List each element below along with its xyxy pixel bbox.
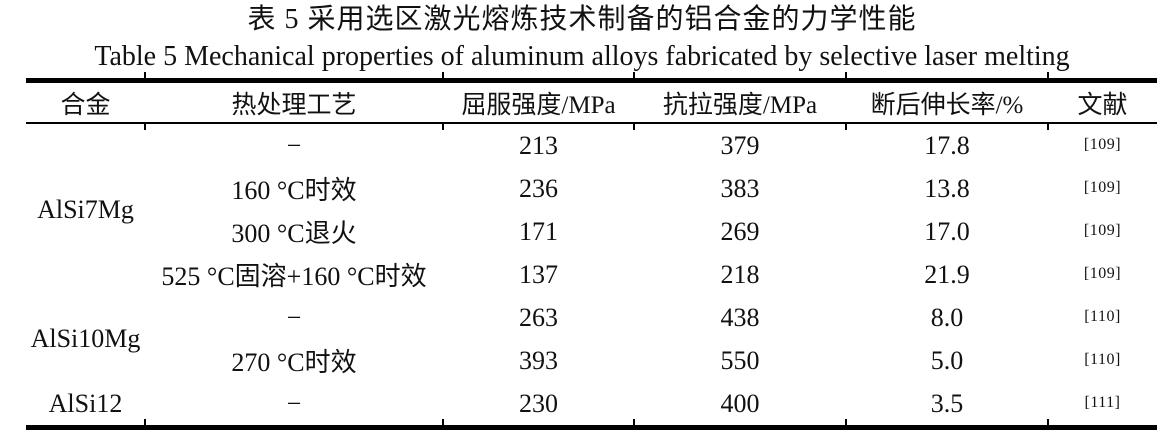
treatment-cell: 300 °C退火 <box>231 219 357 248</box>
tensile-strength-cell: 550 <box>720 345 760 375</box>
yield-strength-cell: 263 <box>519 302 558 332</box>
yield-strength-cell: 393 <box>519 345 558 375</box>
rule-tick <box>845 419 847 425</box>
rule-tick <box>1047 419 1049 425</box>
table-row: AlSi7Mg − 213 379 17.8 [109] <box>26 123 1157 225</box>
table-row: 300 °C退火 171 269 17.0 [109] <box>26 210 1157 253</box>
rule-tick <box>845 124 847 130</box>
treatment-cell: 525 °C固溶+160 °C时效 <box>161 262 427 291</box>
table-row: 160 °C时效 236 383 13.8 [109] <box>26 167 1157 210</box>
col-header-tensile-strength: 抗拉强度/MPa <box>634 80 846 124</box>
yield-strength-cell: 137 <box>519 259 558 289</box>
elongation-cell: 13.8 <box>924 173 970 203</box>
rule-tick <box>442 72 444 78</box>
citation-label: [110] <box>1084 350 1121 368</box>
treatment-cell: − <box>286 130 302 160</box>
elongation-cell: 3.5 <box>930 388 964 418</box>
mechanical-properties-table: 合金 热处理工艺 屈服强度/MPa 抗拉强度/MPa 断后伸长率/% 文献 Al… <box>26 78 1157 430</box>
rule-tick <box>144 419 146 425</box>
alloy-name: AlSi12 <box>48 388 123 418</box>
rule-tick <box>845 72 847 78</box>
rule-tick <box>144 72 146 78</box>
elongation-cell: 17.8 <box>924 130 970 160</box>
citation-label: [109] <box>1083 178 1122 196</box>
col-header-yield-strength: 屈服强度/MPa <box>443 80 634 124</box>
yield-strength-cell: 171 <box>519 216 558 246</box>
table-row: 525 °C固溶+160 °C时效 137 218 21.9 [109] <box>26 253 1157 296</box>
rule-tick <box>1047 72 1049 78</box>
treatment-cell: 160 °C时效 <box>231 176 357 205</box>
citation-label: [109] <box>1083 221 1122 239</box>
rule-tick <box>633 419 635 425</box>
reference-cell: [109] <box>1048 123 1157 167</box>
citation-label: [109] <box>1083 264 1122 282</box>
tensile-strength-cell: 269 <box>720 216 760 246</box>
citation-label: [110] <box>1084 307 1121 325</box>
yield-strength-cell: 236 <box>519 173 558 203</box>
tensile-strength-cell: 400 <box>720 388 760 418</box>
tensile-strength-cell: 383 <box>720 173 760 203</box>
treatment-cell: − <box>286 302 302 332</box>
col-header-alloy: 合金 <box>26 80 145 124</box>
col-header-reference: 文献 <box>1048 80 1157 124</box>
citation-label: [111] <box>1084 393 1121 411</box>
treatment-cell: − <box>286 388 302 418</box>
table-row: 270 °C时效 393 550 5.0 [110] <box>26 339 1157 382</box>
rule-tick <box>144 124 146 130</box>
table-caption-en: Table 5 Mechanical properties of aluminu… <box>94 41 1070 72</box>
rule-tick <box>442 124 444 130</box>
yield-strength-cell: 230 <box>519 388 558 418</box>
treatment-cell: 270 °C时效 <box>231 348 357 377</box>
tensile-strength-cell: 379 <box>720 130 760 160</box>
reference-cell: [110] <box>1048 339 1157 382</box>
table-row: AlSi12 − 230 400 3.5 [111] <box>26 382 1157 428</box>
header-row: 合金 热处理工艺 屈服强度/MPa 抗拉强度/MPa 断后伸长率/% 文献 <box>26 80 1157 124</box>
tensile-strength-cell: 438 <box>720 302 760 332</box>
elongation-cell: 17.0 <box>924 216 970 246</box>
tensile-strength-cell: 218 <box>720 259 760 289</box>
citation-label: [109] <box>1083 135 1122 153</box>
reference-cell: [109] <box>1048 253 1157 296</box>
alloy-name: AlSi7Mg <box>37 195 134 224</box>
rule-tick <box>1047 124 1049 130</box>
rule-tick <box>633 72 635 78</box>
reference-cell: [110] <box>1048 296 1157 339</box>
elongation-cell: 5.0 <box>930 345 964 375</box>
alloy-name: AlSi10Mg <box>30 324 141 353</box>
rule-tick <box>442 419 444 425</box>
reference-cell: [109] <box>1048 210 1157 253</box>
yield-strength-cell: 213 <box>519 130 558 160</box>
col-header-treatment: 热处理工艺 <box>145 80 443 124</box>
reference-cell: [111] <box>1048 382 1157 428</box>
elongation-cell: 8.0 <box>930 302 964 332</box>
rule-tick <box>633 124 635 130</box>
elongation-cell: 21.9 <box>924 259 970 289</box>
table-row: AlSi10Mg − 263 438 8.0 [110] <box>26 296 1157 354</box>
reference-cell: [109] <box>1048 167 1157 210</box>
col-header-elongation: 断后伸长率/% <box>846 80 1048 124</box>
table-caption-zh: 表 5 采用选区激光熔炼技术制备的铝合金的力学性能 <box>247 4 917 35</box>
